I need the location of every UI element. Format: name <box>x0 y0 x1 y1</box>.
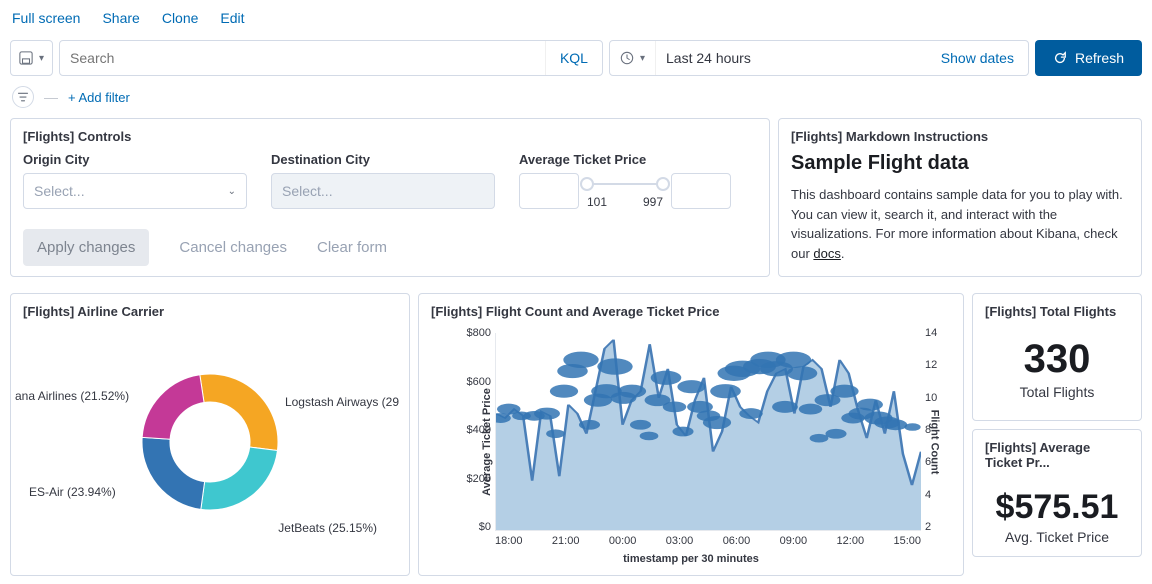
origin-city-label: Origin City <box>23 152 247 167</box>
filter-icon <box>17 91 29 103</box>
panel-title: [Flights] Controls <box>23 129 757 144</box>
destination-city-select[interactable]: Select... <box>271 173 495 209</box>
panel-title: [Flights] Total Flights <box>985 304 1129 319</box>
donut-label: JetBeats (25.15%) <box>278 521 377 535</box>
panel-title: [Flights] Average Ticket Pr... <box>985 440 1129 470</box>
avg-ticket-price-panel: [Flights] Average Ticket Pr... $575.51 A… <box>972 429 1142 557</box>
price-min-input[interactable] <box>519 173 579 209</box>
top-links-bar: Full screen Share Clone Edit <box>0 0 1152 36</box>
markdown-body: This dashboard contains sample data for … <box>791 185 1129 263</box>
avg-price-label: Avg. Ticket Price <box>985 529 1129 545</box>
slider-max-knob[interactable] <box>656 177 670 191</box>
markdown-heading: Sample Flight data <box>791 152 1129 175</box>
slider-min-knob[interactable] <box>580 177 594 191</box>
add-filter-button[interactable]: + Add filter <box>68 90 130 105</box>
combo-chart: Average Ticket Price Flight Count $800$6… <box>431 327 951 557</box>
clock-icon <box>620 51 634 65</box>
origin-city-select[interactable]: Select... ⌄ <box>23 173 247 209</box>
price-max-input[interactable] <box>671 173 731 209</box>
donut-label: ana Airlines (21.52%) <box>15 389 129 403</box>
panel-title: [Flights] Flight Count and Average Ticke… <box>431 304 951 319</box>
slider-min-label: 101 <box>587 195 607 209</box>
kql-toggle[interactable]: KQL <box>545 41 602 75</box>
show-dates-link[interactable]: Show dates <box>927 50 1028 66</box>
panel-title: [Flights] Markdown Instructions <box>791 129 1129 144</box>
clone-link[interactable]: Clone <box>162 10 199 26</box>
avg-price-label: Average Ticket Price <box>519 152 731 167</box>
docs-link[interactable]: docs <box>813 246 840 261</box>
total-flights-panel: [Flights] Total Flights 330 Total Flight… <box>972 293 1142 421</box>
donut-label: Logstash Airways (29 <box>285 395 399 409</box>
edit-link[interactable]: Edit <box>220 10 244 26</box>
slider-max-label: 997 <box>643 195 663 209</box>
chevron-down-icon: ▾ <box>640 53 645 64</box>
panel-title: [Flights] Airline Carrier <box>23 304 397 319</box>
flight-count-price-panel: [Flights] Flight Count and Average Ticke… <box>418 293 964 576</box>
time-range-label: Last 24 hours <box>656 50 927 66</box>
clear-form-button[interactable]: Clear form <box>317 229 387 266</box>
markdown-panel: [Flights] Markdown Instructions Sample F… <box>778 118 1142 277</box>
avg-price-value: $575.51 <box>985 488 1129 527</box>
total-flights-label: Total Flights <box>985 384 1129 400</box>
refresh-button[interactable]: Refresh <box>1035 40 1142 76</box>
disk-icon <box>19 51 33 65</box>
time-quick-select[interactable]: ▾ <box>610 41 656 75</box>
select-placeholder: Select... <box>282 183 333 199</box>
donut-label: ES-Air (23.94%) <box>29 485 116 499</box>
dest-city-label: Destination City <box>271 152 495 167</box>
time-picker[interactable]: ▾ Last 24 hours Show dates <box>609 40 1029 76</box>
filter-options-button[interactable] <box>12 86 34 108</box>
price-slider[interactable]: 101 997 <box>587 173 663 209</box>
controls-panel: [Flights] Controls Origin City Select...… <box>10 118 770 277</box>
fullscreen-link[interactable]: Full screen <box>12 10 80 26</box>
apply-changes-button[interactable]: Apply changes <box>23 229 149 266</box>
chevron-down-icon: ▾ <box>39 53 44 64</box>
filter-bar: — + Add filter <box>0 84 1152 118</box>
search-box: KQL <box>59 40 603 76</box>
donut-chart: Logstash Airways (29 JetBeats (25.15%) E… <box>23 327 397 557</box>
total-flights-value: 330 <box>985 337 1129 382</box>
refresh-label: Refresh <box>1075 50 1124 66</box>
airline-carrier-panel: [Flights] Airline Carrier Logstash Airwa… <box>10 293 410 576</box>
cancel-changes-button[interactable]: Cancel changes <box>179 229 287 266</box>
saved-query-button[interactable]: ▾ <box>10 40 53 76</box>
search-input[interactable] <box>60 50 545 66</box>
query-bar: ▾ KQL ▾ Last 24 hours Show dates Refresh <box>0 36 1152 84</box>
share-link[interactable]: Share <box>102 10 139 26</box>
chevron-down-icon: ⌄ <box>228 186 236 197</box>
select-placeholder: Select... <box>34 183 85 199</box>
refresh-icon <box>1053 51 1067 65</box>
